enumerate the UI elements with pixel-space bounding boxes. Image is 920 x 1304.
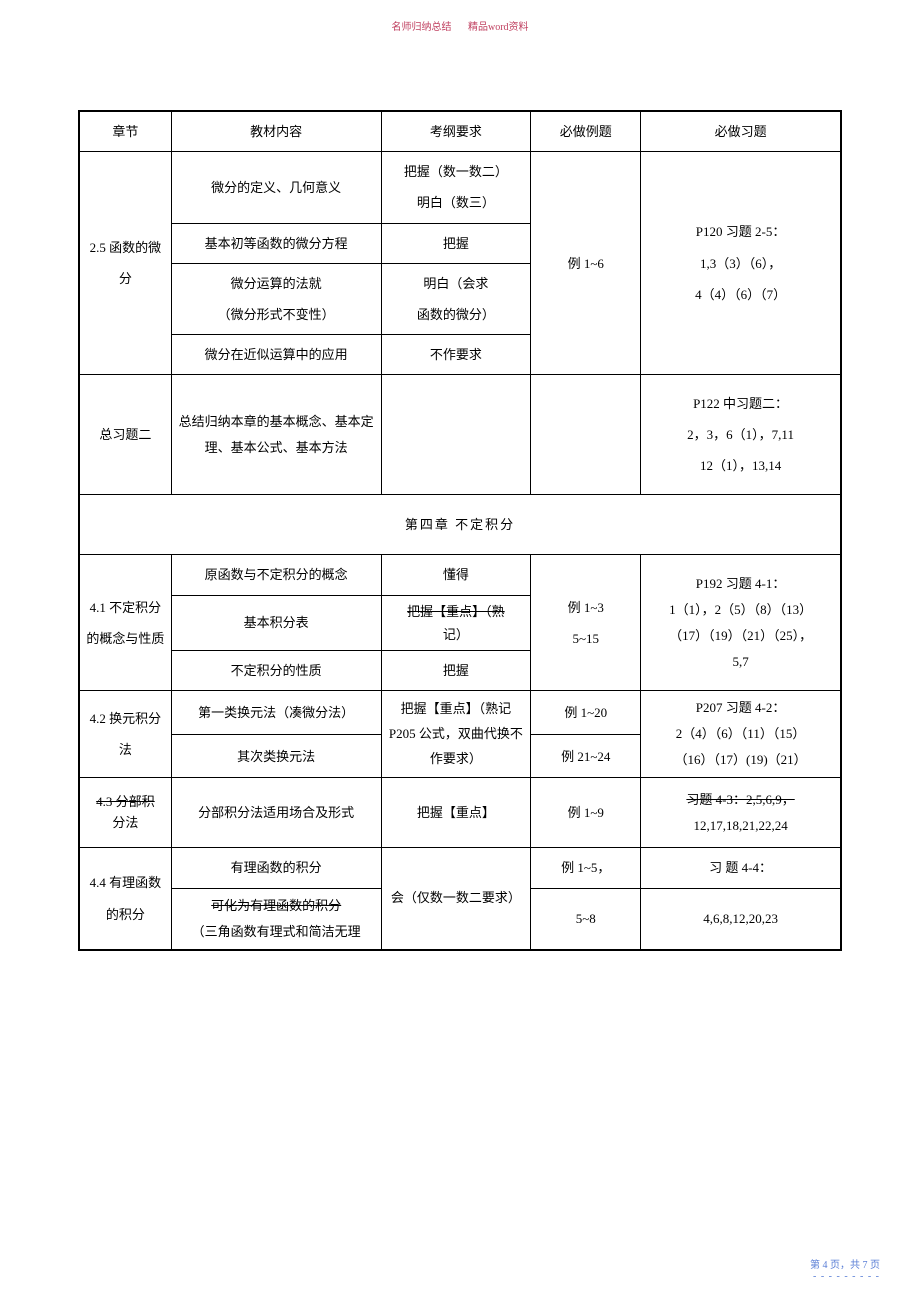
examples-cell: 例 1~9 [531,778,641,848]
req-cell: 把握 [381,223,531,263]
homework-cell: 习题 4-3：2,5,6,9， 12,17,18,21,22,24 [641,778,841,848]
section-summary-2: 总习题二 [80,375,172,495]
examples-cell: 例 1~3 5~15 [531,555,641,691]
examples-cell: 例 1~5， [531,848,641,888]
section-4-4: 4.4 有理函数的积分 [80,848,172,949]
col-homework: 必做习题 [641,112,841,152]
content-cell: 第一类换元法（凑微分法） [171,691,381,735]
table-row: 4.2 换元积分法 第一类换元法（凑微分法） 把握【重点】（熟记 P205 公式… [80,691,841,735]
content-cell: 有理函数的积分 [171,848,381,888]
req-cell: 会（仅数一数二要求） [381,848,531,949]
header-right: 精品word资料 [468,22,529,33]
table-row: 4.1 不定积分的概念与性质 原函数与不定积分的概念 懂得 例 1~3 5~15… [80,555,841,595]
req-cell: 懂得 [381,555,531,595]
section-4-2: 4.2 换元积分法 [80,691,172,778]
col-section: 章节 [80,112,172,152]
footer-dashes: - - - - - - - - - [810,1271,880,1282]
main-table: 章节 教材内容 考纲要求 必做例题 必做习题 2.5 函数的微分 微分的定义、几… [79,111,841,950]
req-cell: 明白（会求 函数的微分） [381,263,531,334]
examples-cell: 例 21~24 [531,734,641,778]
syllabus-table: 章节 教材内容 考纲要求 必做例题 必做习题 2.5 函数的微分 微分的定义、几… [78,110,842,951]
chapter-title: 第四章 不定积分 [80,495,841,555]
table-row: 2.5 函数的微分 微分的定义、几何意义 把握（数一数二） 明白（数三） 例 1… [80,152,841,223]
homework-cell: P192 习题 4-1： 1（1），2（5）（8）（13） （17）（19）（2… [641,555,841,691]
page-footer: 第 4 页，共 7 页 - - - - - - - - - [810,1256,880,1282]
examples-cell: 5~8 [531,888,641,949]
req-cell: 不作要求 [381,335,531,375]
content-cell: 分部积分法适用场合及形式 [171,778,381,848]
homework-cell: P122 中习题二： 2，3，6（1），7,11 12（1），13,14 [641,375,841,495]
req-cell: 把握 [381,651,531,691]
req-cell: 把握【重点】 [381,778,531,848]
section-4-3: 4.3 分部积 分法 [80,778,172,848]
content-cell: 微分运算的法就 （微分形式不变性） [171,263,381,334]
section-2-5: 2.5 函数的微分 [80,152,172,375]
header-left: 名师归纳总结 [391,22,451,33]
section-4-1: 4.1 不定积分的概念与性质 [80,555,172,691]
col-examples: 必做例题 [531,112,641,152]
col-req: 考纲要求 [381,112,531,152]
chapter-divider-row: 第四章 不定积分 [80,495,841,555]
req-cell: 把握【重点】（熟记 P205 公式，双曲代换不作要求） [381,691,531,778]
content-cell: 原函数与不定积分的概念 [171,555,381,595]
req-cell: 把握【重点】（熟 记） [381,595,531,651]
homework-cell: 习 题 4-4： [641,848,841,888]
content-cell: 微分的定义、几何意义 [171,152,381,223]
content-cell: 可化为有理函数的积分 （三角函数有理式和简洁无理 [171,888,381,949]
table-row: 总习题二 总结归纳本章的基本概念、基本定理、基本公式、基本方法 P122 中习题… [80,375,841,495]
table-header-row: 章节 教材内容 考纲要求 必做例题 必做习题 [80,112,841,152]
content-cell: 不定积分的性质 [171,651,381,691]
content-cell: 总结归纳本章的基本概念、基本定理、基本公式、基本方法 [171,375,381,495]
content-cell: 基本初等函数的微分方程 [171,223,381,263]
content-cell: 微分在近似运算中的应用 [171,335,381,375]
content-cell: 基本积分表 [171,595,381,651]
homework-cell: P207 习题 4-2： 2（4）（6）（11）（15） （16）（17）(19… [641,691,841,778]
examples-cell: 例 1~6 [531,152,641,375]
examples-cell: 例 1~20 [531,691,641,735]
page-header: 名师归纳总结 精品word资料 [0,18,920,33]
content-cell: 其次类换元法 [171,734,381,778]
req-cell [381,375,531,495]
table-row: 4.4 有理函数的积分 有理函数的积分 会（仅数一数二要求） 例 1~5， 习 … [80,848,841,888]
req-cell: 把握（数一数二） 明白（数三） [381,152,531,223]
homework-cell: P120 习题 2-5： 1,3（3）（6）， 4（4）（6）（7） [641,152,841,375]
table-row: 4.3 分部积 分法 分部积分法适用场合及形式 把握【重点】 例 1~9 习题 … [80,778,841,848]
examples-cell [531,375,641,495]
col-content: 教材内容 [171,112,381,152]
footer-page-number: 第 4 页，共 7 页 [810,1256,880,1271]
homework-cell: 4,6,8,12,20,23 [641,888,841,949]
